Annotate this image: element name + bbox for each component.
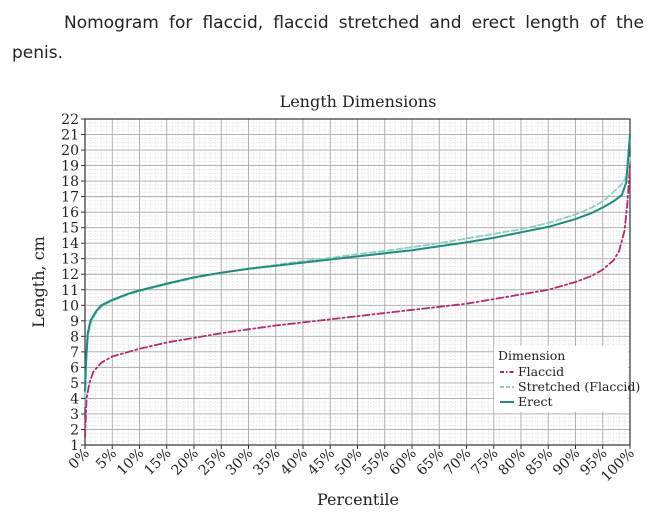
legend-title: Dimension [498, 348, 565, 363]
x-tick-label: 50% [332, 446, 365, 479]
x-tick-label: 85% [523, 446, 556, 479]
legend-entry: Stretched (Flaccid) [518, 379, 640, 394]
x-tick-label: 35% [250, 446, 283, 479]
y-tick-label: 19 [61, 159, 79, 175]
x-tick-label: 80% [496, 446, 529, 479]
x-tick-label: 60% [387, 446, 420, 479]
legend-entry: Erect [518, 394, 553, 409]
legend-entry: Flaccid [518, 364, 564, 379]
x-axis-title: Percentile [317, 490, 399, 509]
x-tick-label: 40% [278, 446, 311, 479]
y-tick-label: 14 [61, 236, 79, 252]
y-tick-label: 16 [61, 205, 79, 221]
y-tick-label: 15 [61, 221, 79, 237]
y-tick-label: 17 [61, 190, 79, 206]
y-tick-label: 1 [70, 438, 79, 454]
y-tick-label: 4 [70, 391, 79, 407]
x-tick-label: 30% [223, 446, 256, 479]
x-tick-label: 55% [359, 446, 392, 479]
y-tick-label: 7 [70, 345, 79, 361]
y-tick-label: 22 [61, 112, 79, 128]
y-tick-label: 13 [61, 252, 79, 268]
y-tick-label: 11 [61, 283, 79, 299]
y-tick-label: 10 [61, 298, 79, 314]
x-tick-label: 25% [196, 446, 229, 479]
y-tick-label: 6 [70, 360, 79, 376]
legend-box [494, 346, 628, 412]
y-axis-title: Length, cm [29, 236, 48, 328]
y-tick-label: 18 [61, 174, 79, 190]
x-tick-label: 20% [169, 446, 202, 479]
x-tick-label: 75% [468, 446, 501, 479]
x-tick-label: 45% [305, 446, 338, 479]
figure-caption: Nomogram for flaccid, flaccid stretched … [12, 13, 644, 63]
series-line-flaccid [84, 164, 631, 439]
y-tick-label: 8 [70, 329, 79, 345]
y-tick-label: 3 [70, 407, 79, 423]
y-tick-label: 12 [61, 267, 79, 283]
y-tick-label: 5 [70, 376, 79, 392]
y-tick-label: 9 [70, 314, 79, 330]
y-tick-label: 20 [61, 143, 79, 159]
x-tick-label: 70% [441, 446, 474, 479]
x-tick-label: 65% [414, 446, 447, 479]
series-line-erect [84, 133, 631, 392]
y-tick-label: 21 [61, 128, 79, 144]
x-tick-label: 10% [114, 446, 147, 479]
y-tick-label: 2 [70, 422, 79, 438]
chart-title: Length Dimensions [280, 92, 437, 111]
x-tick-label: 90% [550, 446, 583, 479]
x-tick-label: 15% [141, 446, 174, 479]
